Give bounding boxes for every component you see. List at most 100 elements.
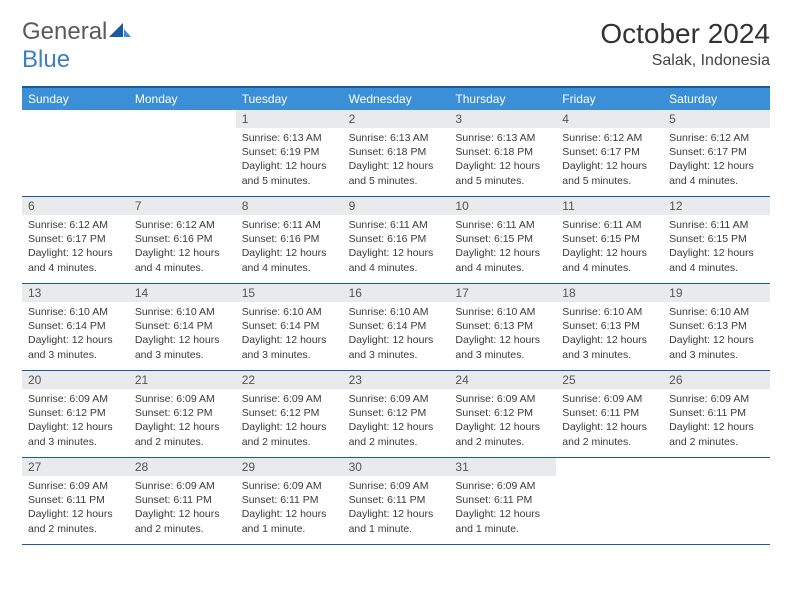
- calendar-cell: 24Sunrise: 6:09 AMSunset: 6:12 PMDayligh…: [449, 371, 556, 457]
- day-number: 21: [129, 371, 236, 389]
- calendar-cell: 29Sunrise: 6:09 AMSunset: 6:11 PMDayligh…: [236, 458, 343, 544]
- day-number: 4: [556, 110, 663, 128]
- sunrise-text: Sunrise: 6:10 AM: [562, 305, 657, 319]
- day-body: Sunrise: 6:10 AMSunset: 6:14 PMDaylight:…: [22, 302, 129, 366]
- day-body: Sunrise: 6:11 AMSunset: 6:15 PMDaylight:…: [556, 215, 663, 279]
- daylight-text: Daylight: 12 hours and 3 minutes.: [669, 333, 764, 361]
- day-number: 27: [22, 458, 129, 476]
- day-number: 18: [556, 284, 663, 302]
- day-number: 31: [449, 458, 556, 476]
- day-body: Sunrise: 6:10 AMSunset: 6:14 PMDaylight:…: [236, 302, 343, 366]
- daylight-text: Daylight: 12 hours and 2 minutes.: [669, 420, 764, 448]
- sunset-text: Sunset: 6:12 PM: [349, 406, 444, 420]
- calendar-cell: 2Sunrise: 6:13 AMSunset: 6:18 PMDaylight…: [343, 110, 450, 196]
- day-number: 20: [22, 371, 129, 389]
- daylight-text: Daylight: 12 hours and 1 minute.: [349, 507, 444, 535]
- day-body: Sunrise: 6:10 AMSunset: 6:14 PMDaylight:…: [129, 302, 236, 366]
- calendar-cell: 28Sunrise: 6:09 AMSunset: 6:11 PMDayligh…: [129, 458, 236, 544]
- day-body: Sunrise: 6:10 AMSunset: 6:14 PMDaylight:…: [343, 302, 450, 366]
- day-body: Sunrise: 6:09 AMSunset: 6:12 PMDaylight:…: [129, 389, 236, 453]
- sunrise-text: Sunrise: 6:09 AM: [349, 479, 444, 493]
- day-body: Sunrise: 6:09 AMSunset: 6:11 PMDaylight:…: [343, 476, 450, 540]
- day-number: 25: [556, 371, 663, 389]
- daylight-text: Daylight: 12 hours and 3 minutes.: [349, 333, 444, 361]
- daylight-text: Daylight: 12 hours and 5 minutes.: [562, 159, 657, 187]
- sunset-text: Sunset: 6:11 PM: [135, 493, 230, 507]
- sunrise-text: Sunrise: 6:10 AM: [669, 305, 764, 319]
- day-body: Sunrise: 6:13 AMSunset: 6:18 PMDaylight:…: [449, 128, 556, 192]
- daylight-text: Daylight: 12 hours and 5 minutes.: [455, 159, 550, 187]
- calendar-cell: 19Sunrise: 6:10 AMSunset: 6:13 PMDayligh…: [663, 284, 770, 370]
- day-number: 30: [343, 458, 450, 476]
- day-number: [129, 110, 236, 114]
- sunset-text: Sunset: 6:13 PM: [669, 319, 764, 333]
- dow-monday: Monday: [129, 88, 236, 110]
- calendar-cell: 8Sunrise: 6:11 AMSunset: 6:16 PMDaylight…: [236, 197, 343, 283]
- day-number: 11: [556, 197, 663, 215]
- sunrise-text: Sunrise: 6:10 AM: [135, 305, 230, 319]
- sunrise-text: Sunrise: 6:12 AM: [562, 131, 657, 145]
- sunset-text: Sunset: 6:11 PM: [562, 406, 657, 420]
- day-body: Sunrise: 6:12 AMSunset: 6:16 PMDaylight:…: [129, 215, 236, 279]
- day-number: 24: [449, 371, 556, 389]
- daylight-text: Daylight: 12 hours and 2 minutes.: [28, 507, 123, 535]
- month-title: October 2024: [600, 18, 770, 50]
- day-number: 10: [449, 197, 556, 215]
- calendar-cell: 16Sunrise: 6:10 AMSunset: 6:14 PMDayligh…: [343, 284, 450, 370]
- sunset-text: Sunset: 6:12 PM: [455, 406, 550, 420]
- sunrise-text: Sunrise: 6:10 AM: [455, 305, 550, 319]
- sunrise-text: Sunrise: 6:12 AM: [669, 131, 764, 145]
- sunset-text: Sunset: 6:14 PM: [135, 319, 230, 333]
- sunrise-text: Sunrise: 6:11 AM: [562, 218, 657, 232]
- dow-sunday: Sunday: [22, 88, 129, 110]
- day-number: 2: [343, 110, 450, 128]
- calendar-cell: 11Sunrise: 6:11 AMSunset: 6:15 PMDayligh…: [556, 197, 663, 283]
- day-number: 29: [236, 458, 343, 476]
- week-row: 20Sunrise: 6:09 AMSunset: 6:12 PMDayligh…: [22, 371, 770, 458]
- day-body: Sunrise: 6:11 AMSunset: 6:15 PMDaylight:…: [449, 215, 556, 279]
- sunrise-text: Sunrise: 6:09 AM: [455, 392, 550, 406]
- day-body: Sunrise: 6:09 AMSunset: 6:12 PMDaylight:…: [236, 389, 343, 453]
- day-number: 5: [663, 110, 770, 128]
- day-body: Sunrise: 6:11 AMSunset: 6:16 PMDaylight:…: [236, 215, 343, 279]
- day-number: 23: [343, 371, 450, 389]
- daylight-text: Daylight: 12 hours and 1 minute.: [242, 507, 337, 535]
- day-body: Sunrise: 6:13 AMSunset: 6:18 PMDaylight:…: [343, 128, 450, 192]
- week-row: 13Sunrise: 6:10 AMSunset: 6:14 PMDayligh…: [22, 284, 770, 371]
- sunrise-text: Sunrise: 6:09 AM: [562, 392, 657, 406]
- sunrise-text: Sunrise: 6:10 AM: [242, 305, 337, 319]
- day-number: 7: [129, 197, 236, 215]
- calendar-cell: 23Sunrise: 6:09 AMSunset: 6:12 PMDayligh…: [343, 371, 450, 457]
- sunrise-text: Sunrise: 6:11 AM: [242, 218, 337, 232]
- day-number: 26: [663, 371, 770, 389]
- dow-row: SundayMondayTuesdayWednesdayThursdayFrid…: [22, 88, 770, 110]
- daylight-text: Daylight: 12 hours and 3 minutes.: [455, 333, 550, 361]
- dow-wednesday: Wednesday: [343, 88, 450, 110]
- dow-friday: Friday: [556, 88, 663, 110]
- sunset-text: Sunset: 6:11 PM: [242, 493, 337, 507]
- sunset-text: Sunset: 6:19 PM: [242, 145, 337, 159]
- day-body: Sunrise: 6:10 AMSunset: 6:13 PMDaylight:…: [663, 302, 770, 366]
- day-body: Sunrise: 6:09 AMSunset: 6:11 PMDaylight:…: [129, 476, 236, 540]
- day-body: Sunrise: 6:13 AMSunset: 6:19 PMDaylight:…: [236, 128, 343, 192]
- daylight-text: Daylight: 12 hours and 3 minutes.: [28, 333, 123, 361]
- week-row: 27Sunrise: 6:09 AMSunset: 6:11 PMDayligh…: [22, 458, 770, 545]
- day-number: 8: [236, 197, 343, 215]
- calendar-cell: 14Sunrise: 6:10 AMSunset: 6:14 PMDayligh…: [129, 284, 236, 370]
- sunset-text: Sunset: 6:16 PM: [135, 232, 230, 246]
- sunrise-text: Sunrise: 6:10 AM: [28, 305, 123, 319]
- day-body: Sunrise: 6:09 AMSunset: 6:12 PMDaylight:…: [449, 389, 556, 453]
- calendar-cell: 22Sunrise: 6:09 AMSunset: 6:12 PMDayligh…: [236, 371, 343, 457]
- sunset-text: Sunset: 6:18 PM: [455, 145, 550, 159]
- day-body: Sunrise: 6:09 AMSunset: 6:12 PMDaylight:…: [22, 389, 129, 453]
- day-body: Sunrise: 6:09 AMSunset: 6:11 PMDaylight:…: [22, 476, 129, 540]
- sunrise-text: Sunrise: 6:13 AM: [242, 131, 337, 145]
- sunrise-text: Sunrise: 6:11 AM: [455, 218, 550, 232]
- day-number: [663, 458, 770, 462]
- daylight-text: Daylight: 12 hours and 5 minutes.: [349, 159, 444, 187]
- daylight-text: Daylight: 12 hours and 2 minutes.: [562, 420, 657, 448]
- day-number: 3: [449, 110, 556, 128]
- day-number: 17: [449, 284, 556, 302]
- title-block: October 2024 Salak, Indonesia: [600, 18, 770, 70]
- day-number: 28: [129, 458, 236, 476]
